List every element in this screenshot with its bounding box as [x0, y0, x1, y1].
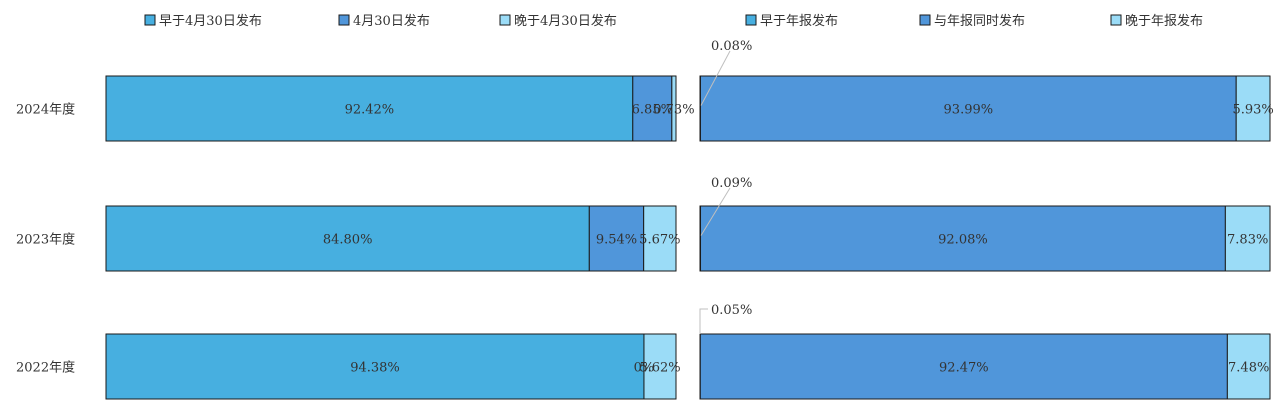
- bar-segment: [1226, 333, 1271, 400]
- bar-segment: [105, 75, 634, 142]
- bar-segment: [671, 75, 677, 142]
- data-label: 5.67%: [639, 233, 680, 248]
- data-label: 94.38%: [350, 361, 400, 376]
- leader-line: [700, 187, 731, 236]
- legend-swatch: [919, 14, 931, 26]
- data-label: 5.62%: [639, 361, 680, 376]
- data-label: 0.09%: [711, 176, 752, 191]
- legend-label: 晚于4月30日发布: [514, 13, 617, 29]
- legend-label: 早于4月30日发布: [159, 13, 262, 29]
- legend-swatch: [745, 14, 757, 26]
- bar-segment: [105, 205, 590, 272]
- legend-label: 4月30日发布: [353, 13, 430, 29]
- data-label: 9.54%: [596, 233, 637, 248]
- category-label: 2022年度: [16, 360, 75, 376]
- chart-panel-1: 早于4月30日发布 4月30日发布 晚于4月30日发布 92.42% 6.85%0.73…: [105, 13, 695, 400]
- legend-label: 早于年报发布: [760, 13, 838, 29]
- data-label: 93.99%: [944, 103, 994, 118]
- bar-segment: [1224, 205, 1271, 272]
- data-label: 0%: [634, 361, 655, 376]
- data-label: 6.85%: [632, 103, 673, 118]
- data-label: 7.48%: [1228, 361, 1269, 376]
- bar-segment: [700, 205, 1226, 272]
- leader-line: [700, 50, 731, 106]
- data-label: 5.93%: [1232, 103, 1273, 118]
- bar-segment: [699, 75, 1237, 142]
- data-label: 7.83%: [1227, 233, 1268, 248]
- data-label: 92.47%: [939, 361, 989, 376]
- chart-panel-2: 早于年报发布 与年报同时发布 晚于年报发布 0.08% 93.99% 5.93% 0.09%…: [699, 13, 1274, 400]
- legend-swatch: [1110, 14, 1122, 26]
- legend-label: 晚于年报发布: [1125, 13, 1203, 29]
- bar-segment: [105, 333, 645, 400]
- data-label: 84.80%: [323, 233, 373, 248]
- bar-segment: [1235, 75, 1271, 142]
- legend-label: 与年报同时发布: [934, 13, 1025, 29]
- data-label: 0.05%: [711, 303, 752, 318]
- bar-segment: [632, 75, 673, 142]
- category-label: 2023年度: [16, 232, 75, 248]
- data-label: 92.42%: [345, 103, 395, 118]
- data-label: 0.08%: [711, 39, 752, 54]
- bar-segment: [643, 333, 677, 400]
- legend-swatch: [499, 14, 511, 26]
- legend-swatch: [338, 14, 350, 26]
- legend-swatch: [144, 14, 156, 26]
- category-label: 2024年度: [16, 102, 75, 118]
- data-label: 92.08%: [938, 233, 988, 248]
- bar-segment: [643, 205, 677, 272]
- bar-segment: [588, 205, 645, 272]
- leader-line: [699, 308, 708, 334]
- bar-segment: [699, 333, 1228, 400]
- data-label: 0.73%: [653, 103, 694, 118]
